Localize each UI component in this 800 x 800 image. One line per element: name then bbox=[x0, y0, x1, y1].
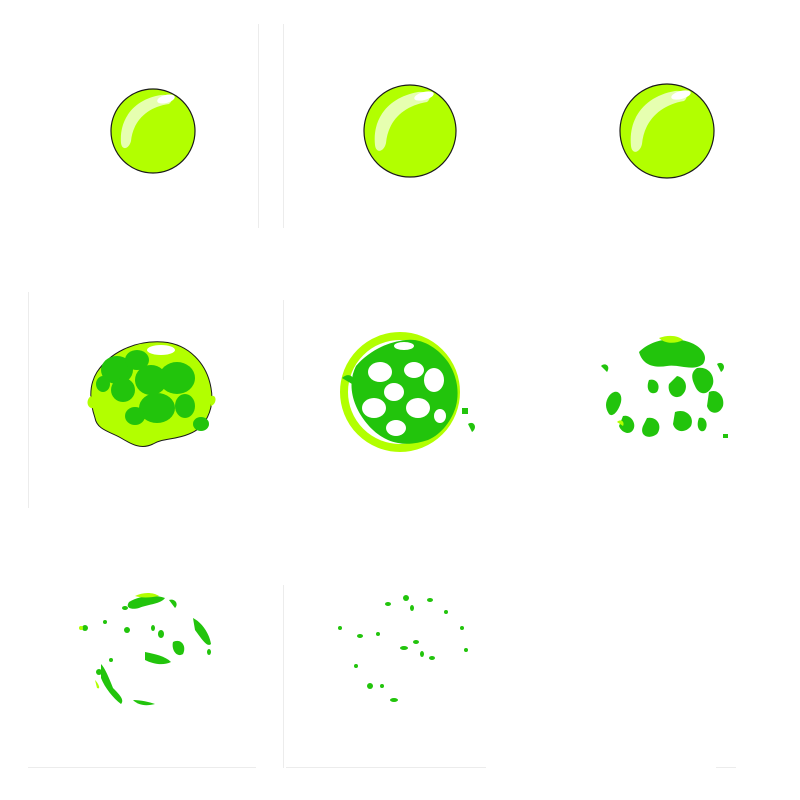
cell-divider bbox=[283, 24, 284, 228]
frame-9-empty bbox=[539, 538, 795, 794]
bubble-spec-highlight bbox=[414, 91, 434, 101]
slime-light-fragments bbox=[79, 593, 159, 689]
frame-4-splat-start bbox=[25, 268, 281, 524]
frame-5-splat-burst bbox=[282, 268, 538, 524]
cell-divider bbox=[716, 767, 736, 768]
slime-dark-blobs bbox=[96, 350, 209, 431]
splat-highlight bbox=[394, 342, 414, 350]
slime-fragments bbox=[82, 595, 211, 706]
splat-sprite bbox=[79, 593, 211, 706]
slime-fragments bbox=[601, 339, 728, 438]
splat-sprite bbox=[338, 595, 468, 702]
splat-sprite bbox=[601, 335, 728, 438]
splat-highlight bbox=[147, 345, 175, 355]
cell-divider bbox=[283, 585, 284, 768]
cell-divider bbox=[286, 767, 486, 768]
frame-1-bubble bbox=[25, 3, 281, 259]
slime-light-fragments bbox=[617, 335, 683, 426]
splat-sprite bbox=[87, 341, 216, 447]
bubble-shine-highlight bbox=[630, 90, 687, 152]
bubble-shine-highlight bbox=[374, 91, 430, 151]
splat-holes bbox=[362, 362, 446, 436]
frame-2-bubble bbox=[282, 3, 538, 259]
cell-divider bbox=[258, 24, 259, 228]
cell-divider bbox=[28, 767, 256, 768]
bubble-spec-highlight bbox=[671, 90, 691, 100]
frame-3-bubble bbox=[539, 3, 795, 259]
splat-sprite bbox=[340, 332, 475, 452]
splat-drip bbox=[87, 396, 95, 409]
bubble-spec-highlight bbox=[157, 94, 175, 104]
bubble-shine-highlight bbox=[120, 94, 172, 149]
frame-8-splat-drops bbox=[282, 538, 538, 794]
slime-drops bbox=[338, 595, 468, 702]
bubble-sprite bbox=[363, 84, 457, 178]
bubble-sprite bbox=[619, 83, 715, 179]
bubble-sprite bbox=[110, 88, 196, 174]
cell-divider bbox=[28, 292, 29, 508]
frame-6-splat-break bbox=[539, 268, 795, 524]
empty-sprite bbox=[539, 538, 795, 794]
splat-drip bbox=[211, 395, 216, 406]
frame-7-splat-fragments bbox=[25, 538, 281, 794]
cell-divider bbox=[283, 300, 284, 380]
